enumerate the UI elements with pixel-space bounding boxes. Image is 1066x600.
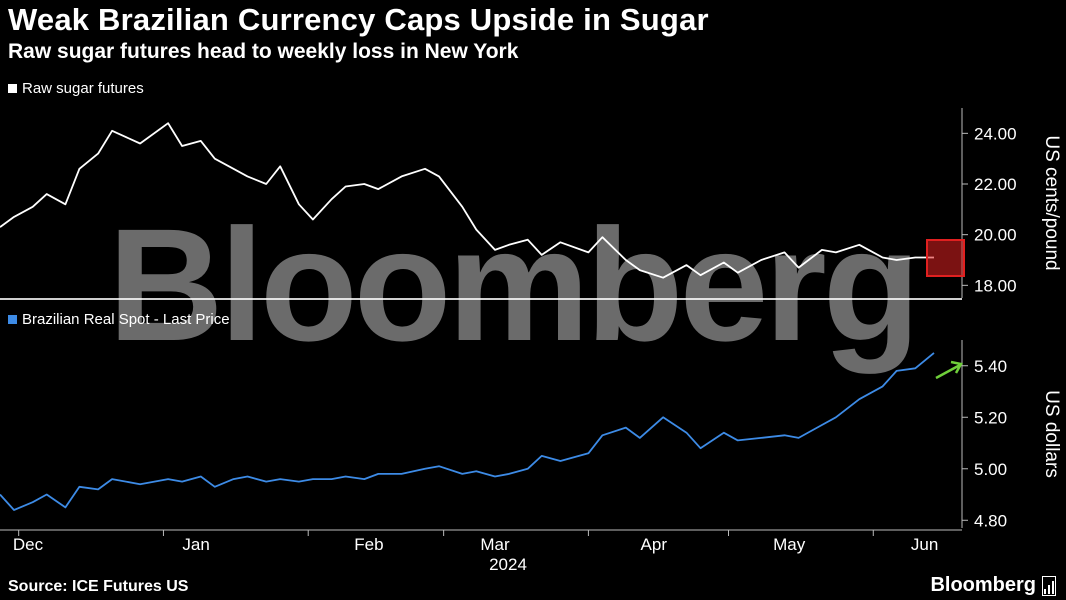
x-tick-label: Jan — [182, 535, 209, 554]
y-tick-label: 18.00 — [974, 276, 1017, 295]
x-tick-label: Dec — [13, 535, 44, 554]
y-axis-title: US dollars — [1041, 390, 1062, 478]
brand-name: Bloomberg — [930, 574, 1036, 596]
x-axis-year: 2024 — [489, 555, 527, 574]
bar-chart-icon — [1042, 575, 1056, 596]
legend-brl: Brazilian Real Spot - Last Price — [8, 311, 230, 328]
x-tick-label: Mar — [480, 535, 510, 554]
legend-swatch-brl — [8, 315, 17, 324]
y-tick-label: 22.00 — [974, 175, 1017, 194]
y-tick-label: 24.00 — [974, 124, 1017, 143]
x-tick-label: May — [773, 535, 806, 554]
chart-subtitle: Raw sugar futures head to weekly loss in… — [8, 40, 519, 63]
bloomberg-logo: Bloomberg — [930, 574, 1056, 597]
legend-label-brl: Brazilian Real Spot - Last Price — [22, 311, 230, 328]
chart-title: Weak Brazilian Currency Caps Upside in S… — [8, 2, 709, 37]
legend-label-sugar: Raw sugar futures — [22, 80, 144, 97]
green-arrow-head — [950, 360, 963, 374]
sugar-line — [0, 122, 934, 279]
y-axis-title: US cents/pound — [1041, 135, 1062, 270]
x-tick-label: Feb — [354, 535, 383, 554]
brl-line — [0, 352, 935, 511]
y-tick-label: 5.00 — [974, 460, 1007, 479]
y-tick-label: 5.40 — [974, 357, 1007, 376]
source-note: Source: ICE Futures US — [8, 578, 189, 595]
highlight-box — [926, 239, 965, 277]
y-tick-label: 5.20 — [974, 408, 1007, 427]
bloomberg-watermark: Bloomberg — [108, 195, 920, 374]
legend-sugar: Raw sugar futures — [8, 80, 144, 97]
green-arrow-icon — [935, 363, 961, 380]
x-tick-label: Jun — [911, 535, 938, 554]
y-tick-label: 20.00 — [974, 226, 1017, 245]
x-tick-label: Apr — [641, 535, 668, 554]
y-tick-label: 4.80 — [974, 511, 1007, 530]
legend-swatch-sugar — [8, 84, 17, 93]
